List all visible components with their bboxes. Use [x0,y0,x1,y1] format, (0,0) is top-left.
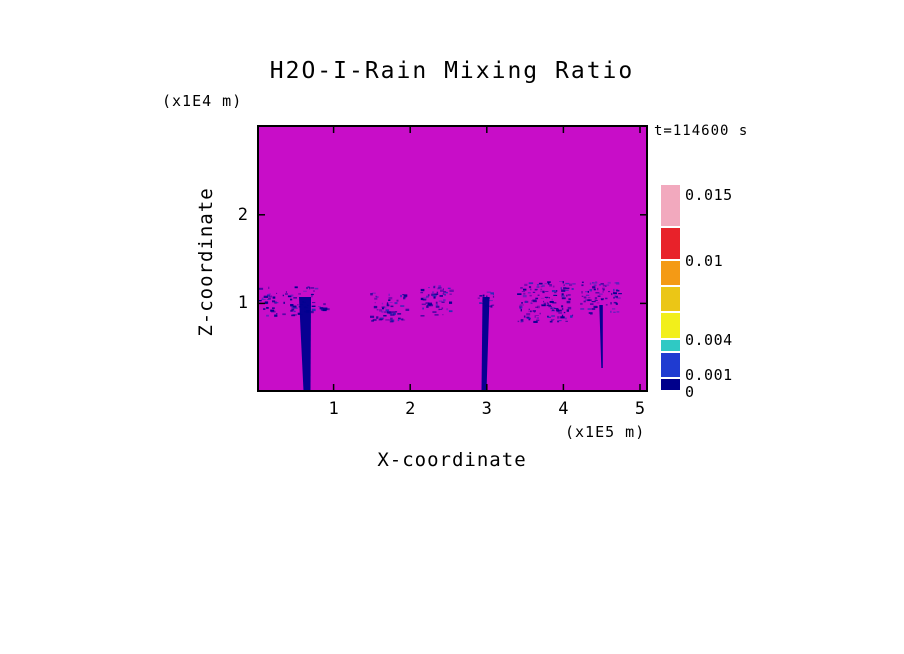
y-axis-label: Z-coordinate [195,187,217,337]
colorbar-label-0.01: 0.01 [685,251,724,270]
x-axis-label: X-coordinate [377,449,527,471]
timestamp-label: t=114600 s [654,123,749,139]
x-tick-label-5: 5 [634,399,646,419]
chart-title: H2O-I-Rain Mixing Ratio [269,58,635,84]
colorbar-segment-4 [661,287,680,312]
y-axis-units: (x1E4 m) [162,92,243,110]
field-background [257,125,648,392]
x-tick-label-4: 4 [558,399,569,419]
rain-cells [258,281,622,391]
colorbar-label-0.004: 0.004 [685,330,733,349]
colorbar-segment-0 [661,378,680,390]
colorbar-segment-6 [661,228,680,259]
x-tick-label-2: 2 [405,399,416,419]
colorbar-label-0.015: 0.015 [685,186,733,205]
colorbar-segment-5 [661,261,680,286]
x-tick-label-3: 3 [481,399,492,419]
colorbar [661,185,680,392]
colorbar-segment-1 [661,352,680,377]
plot-frame [257,125,648,392]
y-tick-label-1: 1 [237,293,248,314]
heatmap-plot [257,125,648,392]
colorbar-segment-2 [661,339,680,351]
colorbar-segment-7 [661,185,680,227]
x-axis-units: (x1E5 m) [565,423,646,441]
colorbar-label-0.001: 0.001 [685,365,733,384]
x-tick-label-1: 1 [328,399,339,419]
colorbar-segment-3 [661,313,680,338]
colorbar-label-0: 0 [685,383,695,401]
y-tick-label-2: 2 [237,204,248,225]
